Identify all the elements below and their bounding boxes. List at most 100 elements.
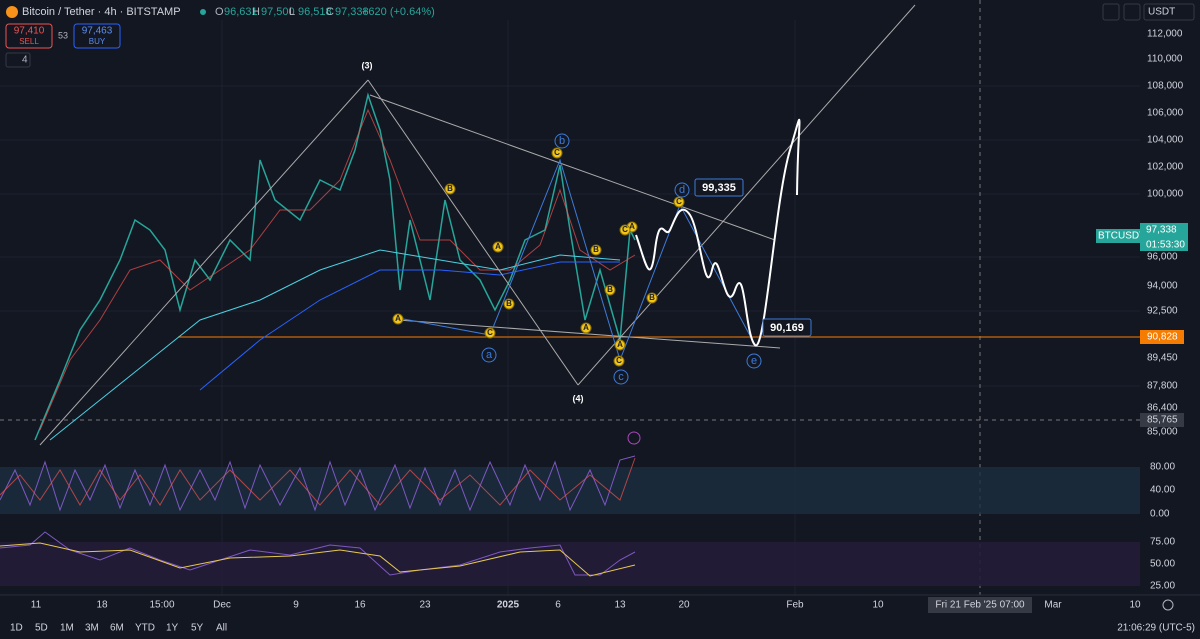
crosshair-time: Fri 21 Feb '25 07:00 (935, 600, 1025, 611)
yellow-wave-circle (646, 292, 658, 304)
osc2-axis: 75.00 50.00 25.00 (1150, 537, 1175, 592)
range-button[interactable]: 5Y (191, 623, 204, 634)
projection (635, 118, 801, 347)
event-icon (627, 431, 641, 445)
time-tick: 18 (96, 600, 108, 611)
moving-average (49, 249, 621, 441)
yellow-wave-circle (551, 147, 563, 159)
indicators-count: 4 (22, 55, 28, 66)
crosshair-tag-text: 85,765 (1147, 415, 1178, 426)
range-button[interactable]: 3M (85, 623, 99, 634)
price-tick: 112,000 (1147, 29, 1183, 40)
range-button[interactable]: 1Y (166, 623, 179, 634)
target-low-box (762, 318, 812, 337)
osc2-tick: 75.00 (1150, 537, 1175, 548)
osc2-line (0, 531, 636, 576)
range-button[interactable]: YTD (135, 623, 155, 634)
yellow-wave-label: B (593, 245, 599, 254)
sell-label: SELL (19, 37, 39, 46)
price-tick: 110,000 (1147, 54, 1183, 65)
blue-wave-circle (481, 347, 497, 363)
blue-wave-label: a (486, 349, 493, 361)
range-button[interactable]: 1D (10, 623, 23, 634)
osc1-line (0, 455, 636, 512)
range-button[interactable]: All (216, 623, 227, 634)
yellow-wave-label: C (676, 197, 682, 206)
blue-wave-label: d (679, 184, 685, 196)
yellow-wave-circle (580, 322, 592, 334)
yellow-wave-circle (484, 327, 496, 339)
yellow-wave-label: A (617, 340, 623, 349)
ohlc-value: 96,518 (298, 6, 332, 18)
price-tick: 108,000 (1147, 81, 1184, 92)
time-tick: 9 (293, 600, 299, 611)
yellow-wave-label: A (629, 222, 635, 231)
time-tick: 20 (678, 600, 690, 611)
time-tick: 23 (419, 600, 431, 611)
blue-wave-label: e (751, 355, 757, 367)
moving-average-slow (199, 261, 620, 391)
time-tick: 2025 (497, 600, 520, 611)
osc1-axis: 80.00 40.00 0.00 (1150, 462, 1175, 520)
yellow-wave-circle (444, 183, 456, 195)
time-tick: 16 (354, 600, 366, 611)
price-tick: 106,000 (1147, 108, 1184, 119)
target-high: 99,335 (702, 182, 736, 194)
osc1-signal (0, 457, 636, 507)
ohlc-label: O (215, 6, 224, 18)
level-tag-text: 90,828 (1147, 332, 1178, 343)
download-button[interactable] (1102, 3, 1120, 21)
sell-button[interactable] (5, 23, 53, 49)
osc1-band (0, 467, 1140, 514)
time-tick: 10 (1129, 600, 1141, 611)
osc1-tick: 0.00 (1150, 509, 1170, 520)
target-low: 90,169 (770, 322, 804, 334)
price-tick: 92,500 (1147, 306, 1178, 317)
price-tick: 87,800 (1147, 381, 1178, 392)
sell-price: 97,410 (14, 26, 45, 37)
time-tick: Mar (1044, 600, 1062, 611)
time-tick: 6 (555, 600, 561, 611)
range-button[interactable]: 5D (35, 623, 48, 634)
yellow-wave-circle (590, 244, 602, 256)
price-band (39, 108, 636, 431)
ohlc-label: C (326, 6, 334, 18)
symbol-tag (1096, 229, 1140, 243)
yellow-wave-label: A (495, 242, 501, 251)
indicators-toggle[interactable] (5, 52, 31, 68)
range-button[interactable]: 6M (110, 623, 124, 634)
wave-lines (397, 158, 756, 362)
buy-button[interactable] (73, 23, 121, 49)
yellow-wave-circle (503, 298, 515, 310)
price-tick: 100,000 (1147, 189, 1184, 200)
yellow-wave-circle (673, 196, 685, 208)
ohlc-label: L (289, 6, 295, 18)
blue-wave-circle (554, 133, 570, 149)
yellow-wave-circle (392, 313, 404, 325)
blue-wave-label: c (618, 371, 624, 383)
buy-price: 97,463 (82, 26, 113, 37)
price-tick: 89,450 (1147, 353, 1178, 364)
fullscreen-button[interactable] (1123, 3, 1141, 21)
symbol[interactable]: Bitcoin / Tether · 4h · BITSTAMP (22, 6, 181, 18)
ohlc-value: 97,338 (335, 6, 369, 18)
osc2-tick: 50.00 (1150, 559, 1175, 570)
yellow-wave-circle (619, 224, 631, 236)
currency-select[interactable] (1143, 3, 1195, 21)
price-tick: 104,000 (1147, 135, 1184, 146)
osc2-signal (0, 542, 636, 577)
crosshair-tag (1140, 413, 1184, 427)
buy-label: BUY (89, 37, 106, 46)
status-dot (200, 9, 206, 15)
blue-wave-label: b (559, 135, 565, 147)
time-tick: 13 (614, 600, 626, 611)
yellow-wave-circle (614, 339, 626, 351)
settings-button[interactable] (1162, 599, 1174, 611)
range-button[interactable]: 1M (60, 623, 74, 634)
currency: USDT (1148, 7, 1175, 18)
time-tick: 10 (872, 600, 884, 611)
ohlc-label: H (252, 6, 260, 18)
